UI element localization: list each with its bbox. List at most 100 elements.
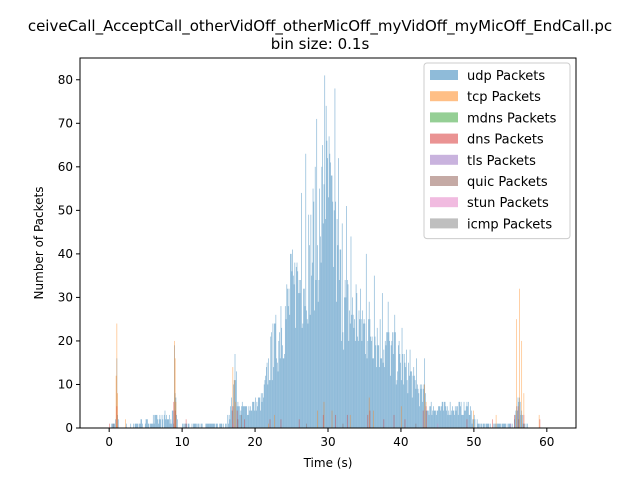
bar (157, 419, 159, 428)
bar (354, 340, 356, 428)
bar (115, 375, 117, 428)
bar (336, 219, 338, 428)
bar (171, 423, 172, 428)
bar (116, 323, 118, 428)
bar (452, 406, 453, 428)
bar (247, 414, 248, 428)
bars-layer (109, 75, 541, 428)
series-stun (233, 423, 512, 428)
bar (213, 423, 215, 428)
bar (342, 332, 344, 428)
bar (506, 423, 508, 428)
bar (166, 419, 168, 428)
bar (264, 380, 266, 428)
bar (519, 401, 521, 428)
bar (237, 419, 239, 428)
bar (290, 253, 292, 428)
bar (481, 423, 482, 428)
bar (210, 423, 212, 428)
bar (476, 419, 478, 428)
bar (222, 423, 224, 428)
bar (319, 236, 321, 428)
bar (400, 406, 402, 428)
bar (251, 410, 253, 428)
bar (136, 423, 138, 428)
bar (482, 423, 484, 428)
bar (365, 354, 366, 428)
bar (375, 345, 377, 428)
bar (468, 414, 470, 428)
x-tick-label: 60 (539, 435, 554, 449)
bar (427, 410, 428, 428)
x-axis-label: Time (s) (303, 456, 353, 470)
bar (114, 423, 116, 428)
bar (403, 384, 404, 428)
bar (345, 297, 347, 428)
bar (505, 423, 506, 428)
bar (394, 314, 396, 428)
bar (294, 262, 296, 428)
bar (176, 414, 178, 428)
y-axis-label: Number of Packets (32, 187, 46, 300)
bar (368, 397, 370, 428)
bar (403, 354, 405, 428)
bar (446, 406, 448, 428)
y-tick-label: 30 (58, 290, 73, 304)
bar (384, 367, 385, 428)
bar (175, 401, 177, 428)
bar (405, 367, 407, 428)
bar (430, 401, 432, 428)
bar (391, 340, 393, 428)
bar (152, 423, 153, 428)
bar (161, 414, 163, 428)
bar (466, 419, 468, 428)
bar (376, 367, 377, 428)
bar (400, 362, 401, 428)
bar (206, 423, 207, 428)
bar (314, 166, 316, 428)
bar (352, 314, 354, 428)
bar (434, 410, 436, 428)
bar (311, 262, 313, 428)
bar (477, 423, 479, 428)
bar (478, 423, 479, 428)
bar (247, 414, 249, 428)
bar (237, 401, 239, 428)
bar (174, 358, 176, 428)
y-tick-label: 10 (58, 377, 73, 391)
legend-swatch (430, 197, 458, 208)
bar (484, 423, 485, 428)
bar (239, 406, 240, 428)
bar (174, 340, 175, 428)
bar (300, 280, 302, 428)
legend-entry: icmp Packets (467, 217, 552, 232)
bar (231, 410, 233, 428)
bar (234, 354, 236, 428)
bar (322, 414, 324, 428)
bar (385, 345, 387, 428)
bar (171, 410, 173, 428)
bar (139, 423, 141, 428)
bar (306, 310, 307, 428)
bar (267, 384, 269, 428)
bar (233, 380, 235, 428)
bar (449, 401, 451, 428)
bar (193, 423, 194, 428)
bar (158, 423, 159, 428)
bar (273, 367, 275, 428)
bar (503, 423, 504, 428)
bar (241, 414, 242, 428)
bar (411, 397, 413, 428)
bar (221, 423, 223, 428)
legend: udp Packets tcp Packets mdns Packets dns Pa… (423, 62, 571, 240)
y-tick-label: 50 (58, 203, 73, 217)
bar (288, 288, 290, 428)
bar (269, 419, 271, 428)
bar (268, 423, 269, 428)
bar (406, 349, 407, 428)
bar (281, 327, 283, 428)
bar (368, 301, 370, 428)
bar (235, 401, 237, 428)
bar (468, 401, 469, 428)
bar (199, 423, 201, 428)
